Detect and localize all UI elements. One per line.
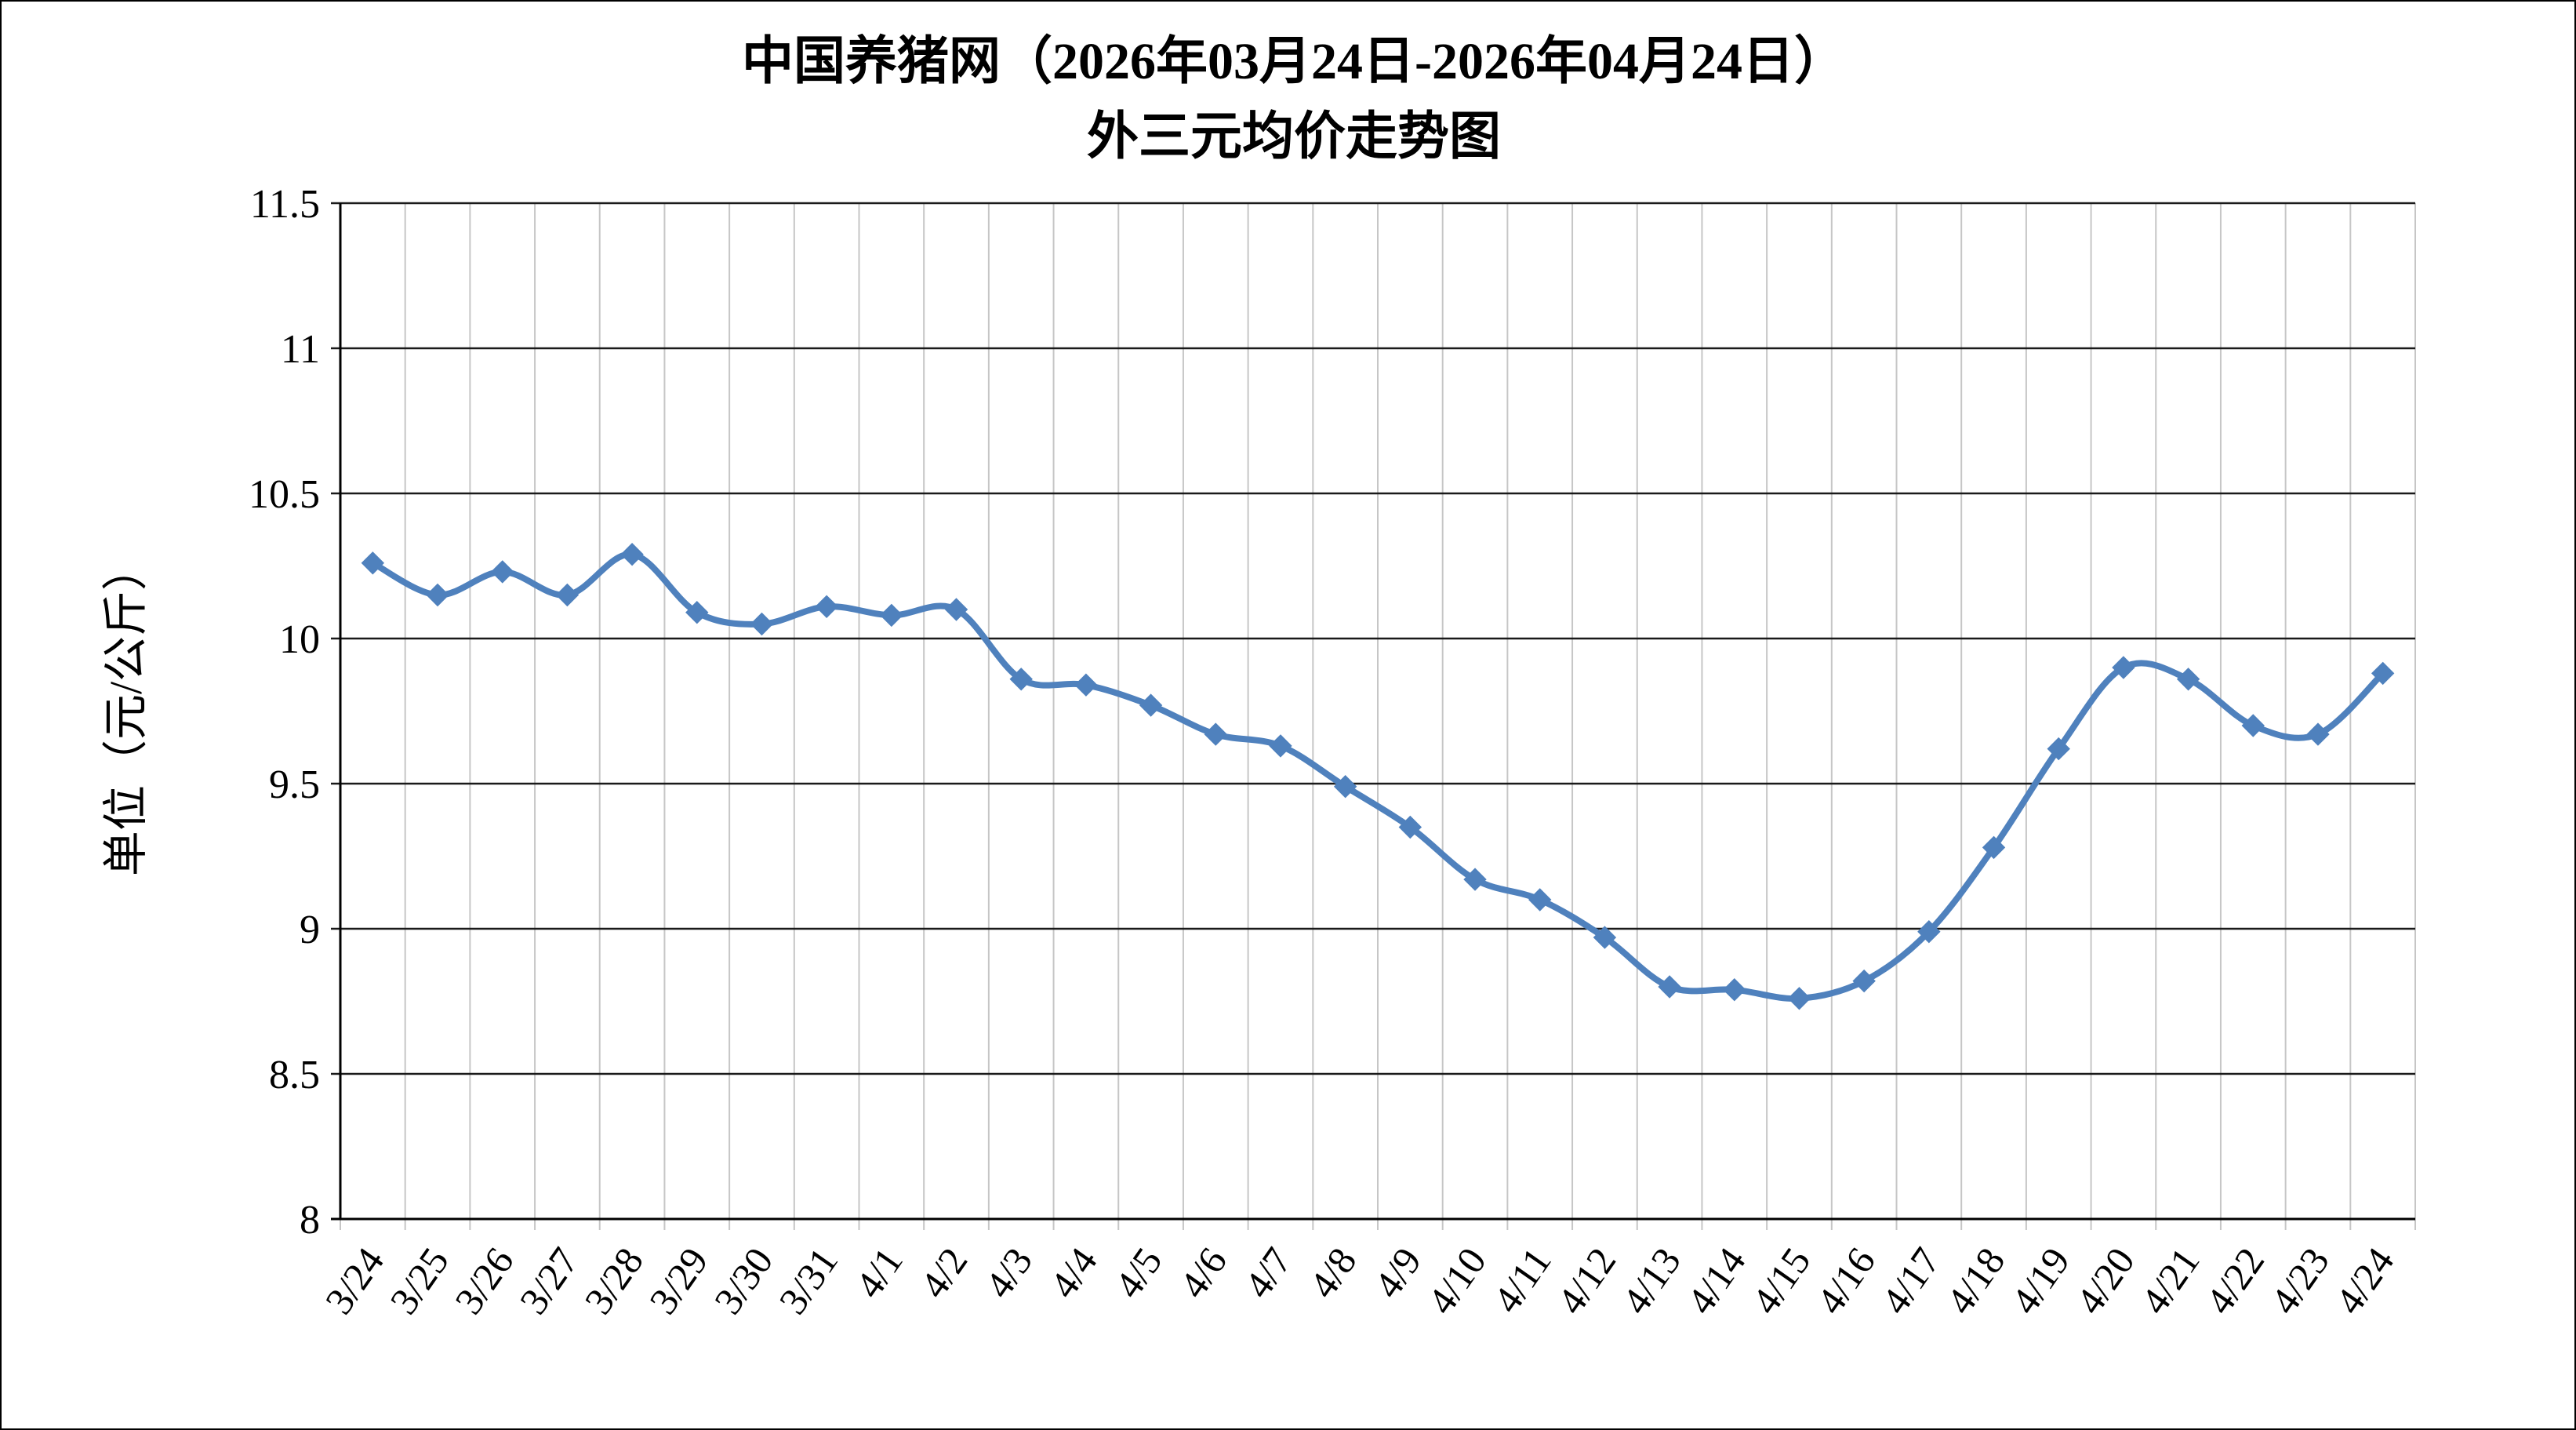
x-tick-label: 3/31 — [770, 1239, 846, 1322]
x-tick-label: 4/13 — [1613, 1239, 1689, 1322]
y-tick-label: 11 — [281, 327, 320, 372]
data-point-marker — [880, 603, 903, 628]
data-point-marker — [1723, 977, 1746, 1002]
axes — [331, 203, 2415, 1221]
x-tick-label: 3/28 — [576, 1239, 652, 1322]
data-point-marker — [361, 551, 385, 575]
x-tick-label: 4/1 — [846, 1239, 911, 1305]
data-point-marker — [1463, 868, 1487, 891]
data-point-marker — [685, 600, 709, 624]
x-tick-label: 3/29 — [641, 1239, 717, 1322]
x-tick-label: 4/16 — [1808, 1239, 1884, 1322]
data-point-marker — [2306, 722, 2330, 746]
y-tick-label: 11.5 — [250, 182, 320, 227]
y-axis-label: 单位（元/公斤） — [100, 545, 151, 876]
x-tick-label: 4/8 — [1300, 1239, 1365, 1305]
y-tick-label: 10.5 — [249, 472, 320, 517]
data-point-marker — [1074, 673, 1098, 697]
x-tick-label: 4/18 — [1938, 1239, 2014, 1322]
data-point-marker — [1528, 888, 1552, 911]
y-tick-label: 9.5 — [269, 762, 320, 807]
x-tick-label: 4/19 — [2002, 1239, 2078, 1322]
y-tick-label: 9 — [300, 908, 320, 952]
data-point-marker — [944, 598, 968, 621]
data-point-marker — [1139, 693, 1163, 717]
x-tick-label: 4/2 — [911, 1239, 976, 1305]
data-point-marker — [426, 583, 449, 607]
y-tick-label: 8 — [300, 1198, 320, 1243]
x-tick-label: 3/30 — [706, 1239, 782, 1322]
data-point-marker — [1852, 969, 1876, 993]
data-point-marker — [1009, 668, 1033, 691]
data-point-marker — [750, 612, 774, 636]
y-tick-label: 10 — [279, 617, 320, 662]
x-tick-label: 4/21 — [2132, 1239, 2208, 1322]
data-point-marker — [2241, 714, 2265, 737]
x-tick-label: 4/7 — [1235, 1239, 1300, 1305]
vertical-gridlines — [340, 203, 2416, 1230]
x-tick-label: 4/3 — [976, 1239, 1041, 1305]
y-tick-labels: 8 8.5 9 9.5 10 10.5 11 11.5 — [249, 182, 320, 1243]
x-tick-label: 4/22 — [2196, 1239, 2273, 1322]
x-tick-label: 4/6 — [1171, 1239, 1236, 1305]
data-point-marker — [620, 542, 644, 566]
data-point-marker — [1593, 926, 1617, 949]
data-point-marker — [2371, 661, 2395, 686]
x-tick-label: 4/17 — [1873, 1239, 1949, 1322]
x-tick-labels: 3/243/253/263/273/283/293/303/31 4/1 4/2 4/… — [316, 1239, 2402, 1322]
x-tick-label: 4/15 — [1743, 1239, 1819, 1322]
data-point-marker — [1398, 815, 1422, 839]
data-point-marker — [1204, 722, 1227, 746]
x-tick-label: 3/24 — [316, 1239, 392, 1322]
data-point-marker — [1787, 987, 1811, 1010]
data-point-marker — [1982, 835, 2006, 860]
x-tick-label: 3/27 — [511, 1239, 587, 1322]
data-point-marker — [2176, 668, 2200, 691]
x-tick-label: 4/11 — [1484, 1239, 1560, 1320]
y-tick-label: 8.5 — [269, 1053, 320, 1097]
data-point-marker — [815, 595, 838, 619]
data-point-marker — [555, 583, 580, 607]
data-point-marker — [491, 560, 514, 584]
x-tick-label: 4/14 — [1678, 1239, 1754, 1322]
x-tick-label: 4/23 — [2262, 1239, 2338, 1322]
chart-title-line1: 中国养猪网（2026年03月24日-2026年04月24日） — [742, 32, 1846, 90]
x-tick-label: 3/26 — [446, 1239, 522, 1322]
data-point-marker — [1333, 774, 1357, 799]
x-tick-label: 3/25 — [381, 1239, 457, 1322]
x-tick-label: 4/24 — [2327, 1239, 2403, 1322]
x-tick-label: 4/12 — [1549, 1239, 1625, 1322]
data-point-marker — [2047, 737, 2070, 761]
data-point-marker — [1658, 975, 1681, 999]
x-tick-label: 4/4 — [1041, 1239, 1106, 1305]
data-point-marker — [2112, 656, 2135, 679]
data-point-marker — [1917, 919, 1941, 944]
x-tick-label: 4/5 — [1106, 1239, 1171, 1305]
data-point-markers — [361, 542, 2395, 1010]
data-point-marker — [1269, 734, 1292, 758]
horizontal-gridlines — [331, 202, 2415, 1221]
chart-title-line2: 外三元均价走势图 — [1087, 108, 1501, 166]
x-tick-label: 4/10 — [1419, 1239, 1495, 1322]
x-tick-label: 4/20 — [2067, 1239, 2143, 1322]
